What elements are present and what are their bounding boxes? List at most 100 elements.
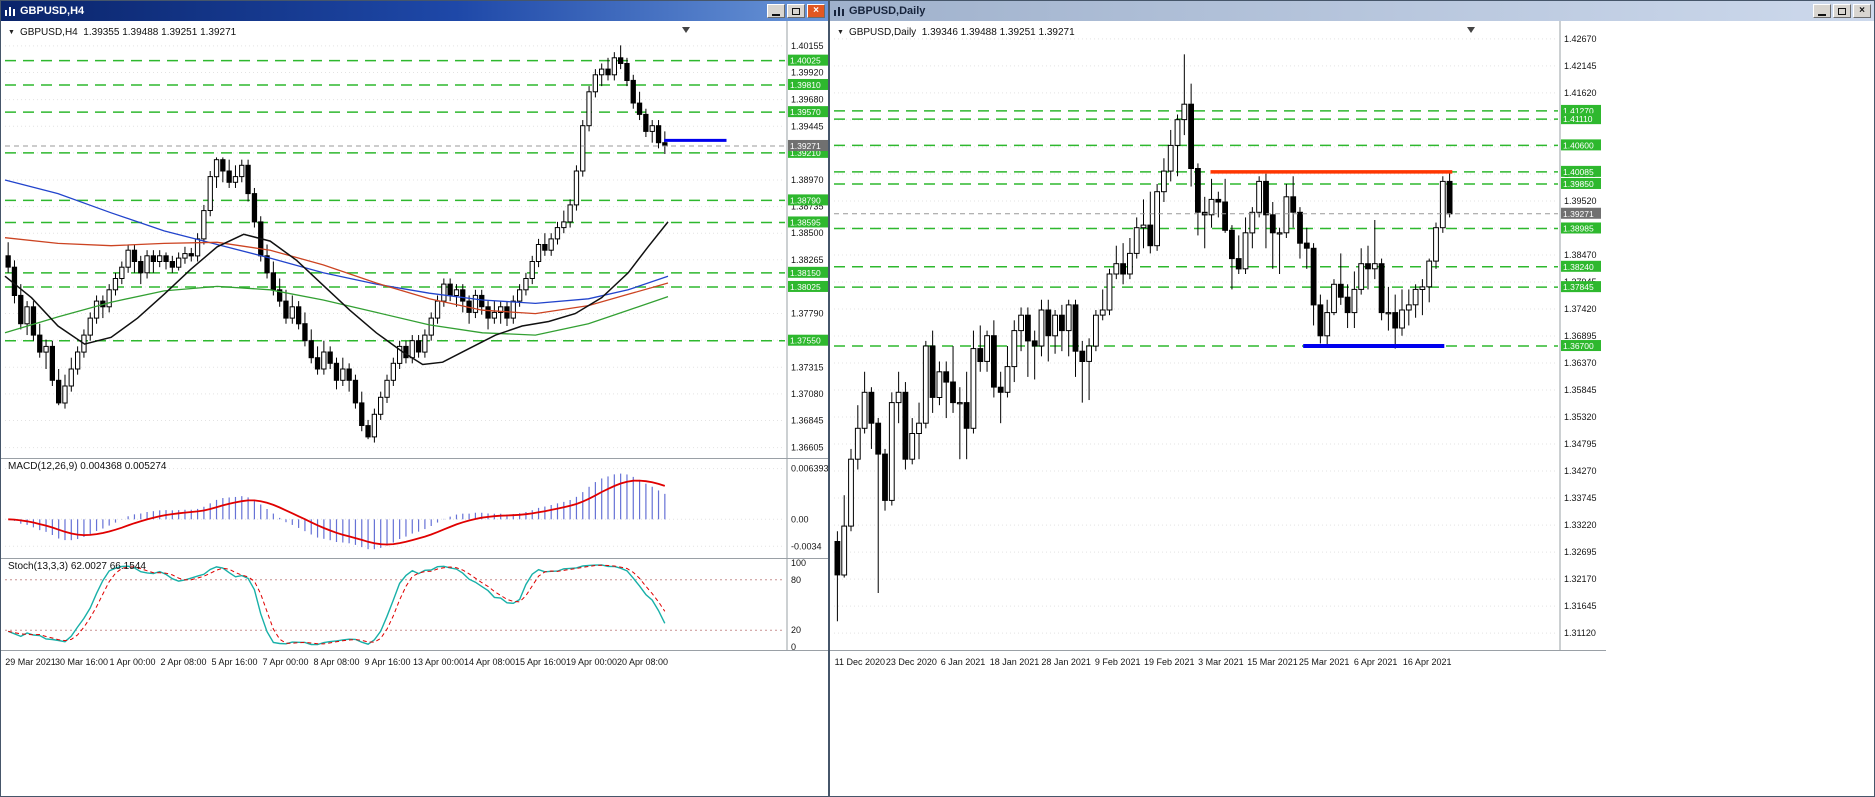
svg-text:1.39850: 1.39850 bbox=[1563, 179, 1594, 189]
x-axis-label: 29 Mar 2021 bbox=[5, 657, 56, 667]
symbol-arrow-icon[interactable]: ▼ bbox=[837, 29, 844, 36]
current-price-tag bbox=[788, 139, 828, 151]
moving-average-line bbox=[4, 237, 669, 315]
x-axis-label: 23 Dec 2020 bbox=[886, 657, 937, 667]
minimize-button[interactable] bbox=[767, 4, 785, 18]
x-axis-label: 11 Dec 2020 bbox=[835, 657, 885, 667]
stoch-panel bbox=[7, 564, 666, 646]
x-axis-label: 15 Apr 16:00 bbox=[515, 657, 566, 667]
minimize-button[interactable] bbox=[1813, 4, 1831, 18]
x-axis-label: 8 Apr 08:00 bbox=[313, 657, 359, 667]
svg-text:1.40025: 1.40025 bbox=[790, 56, 821, 66]
level-price-tag bbox=[1561, 340, 1601, 352]
symbol-arrow-icon[interactable]: ▼ bbox=[8, 29, 15, 36]
chart-icon bbox=[833, 5, 845, 17]
h4-price-chart: 1.40155 1.39920 1.39680 1.39445 1.39210 1.389… bbox=[4, 27, 828, 453]
maximize-button[interactable] bbox=[1833, 4, 1851, 18]
svg-text:1.39271: 1.39271 bbox=[1563, 209, 1594, 219]
svg-text:1.38970: 1.38970 bbox=[791, 175, 824, 185]
macd-signal-line bbox=[8, 479, 666, 546]
level-price-tag bbox=[1561, 281, 1601, 293]
daily-chart-area[interactable]: 1.426701.421451.416201.410951.405701.400… bbox=[830, 21, 1874, 796]
svg-text:1.36605: 1.36605 bbox=[791, 443, 824, 453]
h4-chart-window: GBPUSD,H4 × 1.40155 1.39920 1.39680 1.39445… bbox=[0, 0, 829, 797]
chart-icon bbox=[4, 5, 16, 17]
h4-price-chart-candles bbox=[5, 45, 668, 443]
maximize-icon bbox=[1838, 7, 1846, 15]
minimize-icon bbox=[772, 14, 780, 16]
level-price-tag bbox=[788, 194, 828, 206]
svg-text:1.38790: 1.38790 bbox=[790, 195, 821, 205]
level-price-tag bbox=[788, 266, 828, 278]
restore-icon bbox=[792, 7, 800, 15]
x-axis-label: 14 Apr 08:00 bbox=[464, 657, 515, 667]
window-title: GBPUSD,H4 bbox=[20, 5, 85, 17]
level-price-tag bbox=[788, 78, 828, 90]
svg-text:1.37845: 1.37845 bbox=[1563, 282, 1594, 292]
x-axis-label: 3 Mar 2021 bbox=[1198, 657, 1244, 667]
svg-text:0.00: 0.00 bbox=[791, 514, 809, 524]
h4-chart-svg[interactable]: 1.40155 1.39920 1.39680 1.39445 1.39210 1.389… bbox=[1, 21, 828, 796]
level-price-tag bbox=[788, 146, 828, 158]
svg-text:1.39570: 1.39570 bbox=[790, 107, 821, 117]
x-axis-label: 9 Apr 16:00 bbox=[364, 657, 410, 667]
svg-text:1.32170: 1.32170 bbox=[1564, 574, 1597, 584]
x-axis-label: 6 Jan 2021 bbox=[941, 657, 986, 667]
level-price-tag bbox=[1561, 113, 1601, 125]
stoch-axis: 100 80 20 0 bbox=[5, 558, 806, 652]
svg-text:1.33220: 1.33220 bbox=[1564, 520, 1597, 530]
level-price-tag bbox=[1561, 139, 1601, 151]
svg-text:1.37315: 1.37315 bbox=[791, 362, 824, 372]
daily-titlebar[interactable]: GBPUSD,Daily × bbox=[830, 1, 1874, 21]
level-price-tag bbox=[1561, 165, 1601, 177]
current-price-tag bbox=[1561, 207, 1601, 219]
svg-text:1.37550: 1.37550 bbox=[790, 336, 821, 346]
svg-text:1.38265: 1.38265 bbox=[791, 255, 824, 265]
h4-chart-area[interactable]: 1.40155 1.39920 1.39680 1.39445 1.39210 1.389… bbox=[1, 21, 828, 796]
daily-ohlc-header-row: ▼ GBPUSD,Daily 1.39346 1.39488 1.39251 1… bbox=[837, 27, 1075, 38]
svg-text:1.40085: 1.40085 bbox=[1563, 167, 1594, 177]
minimize-icon bbox=[1818, 14, 1826, 16]
svg-text:1.37080: 1.37080 bbox=[791, 389, 824, 399]
x-axis-label: 1 Apr 00:00 bbox=[109, 657, 155, 667]
x-axis-label: 18 Jan 2021 bbox=[990, 657, 1040, 667]
level-price-tag bbox=[1561, 260, 1601, 272]
svg-text:1.39445: 1.39445 bbox=[791, 121, 824, 131]
h4-titlebar[interactable]: GBPUSD,H4 × bbox=[1, 1, 828, 21]
x-axis-label: 7 Apr 00:00 bbox=[262, 657, 308, 667]
svg-text:1.37790: 1.37790 bbox=[791, 309, 824, 319]
svg-text:1.38595: 1.38595 bbox=[790, 217, 821, 227]
x-axis-label: 20 Apr 08:00 bbox=[617, 657, 668, 667]
svg-text:1.36895: 1.36895 bbox=[1564, 331, 1597, 341]
x-axis-label: 13 Apr 00:00 bbox=[413, 657, 464, 667]
x-axis-label: 5 Apr 16:00 bbox=[211, 657, 257, 667]
svg-text:1.36845: 1.36845 bbox=[791, 415, 824, 425]
svg-text:1.35320: 1.35320 bbox=[1564, 412, 1597, 422]
x-axis-label: 15 Mar 2021 bbox=[1247, 657, 1298, 667]
shift-marker-icon bbox=[682, 27, 690, 33]
close-button[interactable]: × bbox=[1853, 4, 1871, 18]
level-price-tag bbox=[788, 216, 828, 228]
daily-chart-svg[interactable]: 1.426701.421451.416201.410951.405701.400… bbox=[830, 21, 1874, 796]
svg-text:1.37420: 1.37420 bbox=[1564, 304, 1597, 314]
restore-button[interactable] bbox=[787, 4, 805, 18]
svg-text:1.42670: 1.42670 bbox=[1564, 34, 1597, 44]
svg-text:1.33745: 1.33745 bbox=[1564, 493, 1597, 503]
svg-text:1.39680: 1.39680 bbox=[791, 95, 824, 105]
window-title: GBPUSD,Daily bbox=[849, 5, 926, 17]
svg-text:1.38985: 1.38985 bbox=[1563, 223, 1594, 233]
close-button[interactable]: × bbox=[807, 4, 825, 18]
svg-text:1.34795: 1.34795 bbox=[1564, 439, 1597, 449]
shift-marker-icon bbox=[1467, 27, 1476, 33]
svg-text:1.41110: 1.41110 bbox=[1563, 114, 1593, 124]
svg-text:1.39920: 1.39920 bbox=[791, 68, 824, 78]
svg-text:1.38735: 1.38735 bbox=[791, 202, 824, 212]
svg-text:1.39271: 1.39271 bbox=[790, 141, 821, 151]
macd-axis: 0.006393 0.00 -0.0034 bbox=[5, 464, 828, 551]
moving-average-line bbox=[4, 179, 669, 305]
svg-text:1.38025: 1.38025 bbox=[790, 282, 821, 292]
x-axis-label: 16 Apr 2021 bbox=[1403, 657, 1452, 667]
svg-text:-0.0034: -0.0034 bbox=[791, 541, 822, 551]
moving-average-line bbox=[4, 285, 669, 336]
